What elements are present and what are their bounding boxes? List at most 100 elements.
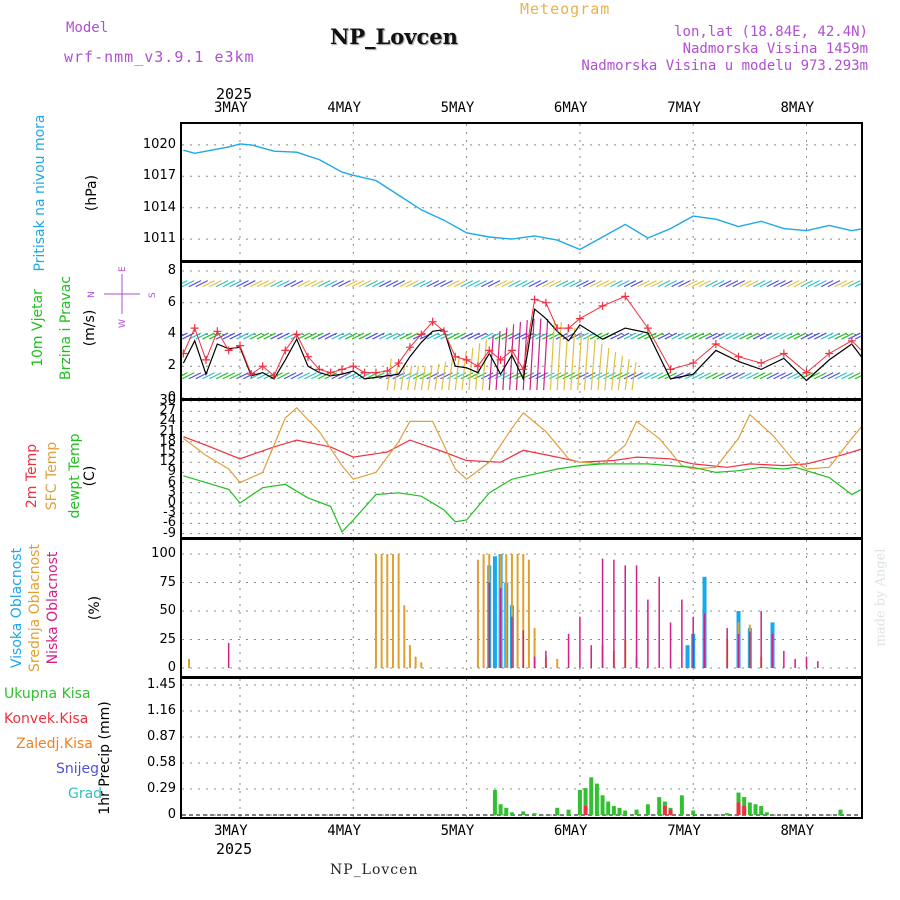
direction-south: S	[148, 292, 158, 298]
y-tick-label: 21	[159, 423, 176, 439]
cloud-low-bar	[647, 599, 649, 668]
cloud-mid-bar	[391, 554, 394, 668]
cloud-low-bar	[658, 576, 660, 668]
wind-arrow	[664, 372, 678, 380]
wind-arrow	[501, 332, 514, 340]
cloud-low-bar	[624, 565, 626, 668]
wind-gust-marker	[564, 324, 573, 333]
y-tick-label: 1014	[142, 199, 176, 215]
wind-arrow	[759, 332, 773, 340]
wind-arrow	[718, 372, 732, 380]
wind-gust-marker	[485, 346, 494, 355]
wind-arrow	[800, 332, 814, 340]
wind-panel	[175, 261, 900, 400]
wind-arrow	[243, 332, 256, 340]
wind-arrow	[705, 332, 718, 340]
wind-gust-marker	[394, 359, 403, 368]
wind-arrow	[460, 372, 474, 380]
y-tick-label: 12	[159, 454, 176, 470]
wind-arrow	[582, 280, 596, 288]
wind-gust-marker	[541, 298, 550, 307]
wind-arrow	[474, 332, 487, 340]
wind-arrow	[386, 358, 392, 391]
wind-arrow	[644, 332, 657, 340]
y-tick-label: 1020	[142, 136, 176, 152]
wind-arrow	[393, 361, 399, 391]
y-tick-label: 15	[159, 444, 176, 459]
cloud-low-bar	[805, 656, 808, 668]
cloud-mid-bar	[527, 559, 530, 668]
cloud-low-bar	[703, 613, 706, 668]
wind-arrow	[243, 280, 256, 288]
precip-total-bar	[606, 801, 611, 815]
y-tick-label: 30	[159, 393, 176, 408]
cloud-mid-bar	[374, 554, 377, 668]
wind-arrow	[596, 280, 610, 288]
altitude-label: Nadmorska Visina 1459m	[682, 41, 868, 57]
wind-arrow	[630, 280, 644, 288]
wind-gust-marker	[315, 365, 324, 374]
wind-arrow	[644, 372, 657, 380]
wind-arrow	[630, 332, 644, 340]
y-tick-label: 2	[167, 358, 176, 374]
wind-arrow	[440, 280, 453, 288]
wind-arrow	[495, 331, 501, 391]
wind-arrow	[583, 335, 590, 391]
wind-arrow	[569, 280, 582, 288]
cloud-low-bar	[635, 565, 638, 668]
wind-arrow	[270, 280, 283, 288]
cloud-chart	[182, 540, 899, 676]
precip-total-bar	[725, 813, 730, 815]
wind-arrow	[616, 332, 630, 340]
wind-arrow	[372, 332, 385, 340]
wind-arrow	[793, 280, 807, 288]
pressure-chart	[182, 124, 900, 260]
wind-arrow	[732, 280, 746, 288]
cloud-mid-bar	[397, 554, 400, 668]
wind-arrow	[684, 332, 698, 340]
cloud-low-bar	[794, 658, 796, 668]
temperature-chart	[182, 400, 900, 537]
wind-arrow	[433, 280, 446, 288]
precip-total-bar	[753, 804, 758, 815]
precip-total-bar	[521, 811, 526, 815]
wind-arrow	[385, 332, 399, 340]
wind-arrow	[494, 280, 508, 288]
wind-arrow	[759, 372, 773, 380]
wind-arrow	[202, 280, 215, 288]
wind-arrow	[718, 332, 732, 340]
wind-arrow	[739, 372, 752, 380]
wind-arrow	[603, 280, 616, 288]
wind-arrow	[290, 372, 304, 380]
cloud-low-bar	[760, 611, 762, 668]
wind-arrow	[365, 332, 378, 340]
wind-arrow	[780, 372, 793, 380]
y-tick-label: 6	[167, 474, 176, 490]
cloud-mid-bar	[476, 559, 479, 668]
wind-arrow	[732, 332, 746, 340]
wind-arrow	[848, 372, 861, 380]
wind-arrow	[576, 280, 589, 288]
wind-arrow	[773, 280, 786, 288]
wind-gust-line	[182, 295, 900, 383]
wind-gust-marker	[349, 362, 358, 371]
wind-arrow	[229, 332, 243, 340]
pressure-panel	[180, 122, 900, 262]
y-tick-label: 3	[167, 484, 176, 500]
cloud-high-bar	[685, 645, 690, 668]
wind-arrow	[297, 280, 310, 288]
wind-arrow	[188, 332, 202, 340]
precip-total-bar	[532, 813, 537, 815]
wind-arrow	[277, 332, 290, 340]
wind-gust-marker	[337, 365, 346, 374]
cloud-mid-bar	[414, 656, 417, 668]
cloud-low-bar	[601, 558, 604, 668]
wind-arrow	[324, 280, 338, 288]
cloud-low-bar	[499, 588, 502, 668]
wind-arrow	[529, 318, 535, 391]
wind-arrow	[684, 280, 698, 288]
wind-gust-marker	[326, 368, 335, 377]
y-tick-label: 0	[167, 390, 176, 405]
wind-arrow	[604, 347, 610, 391]
wind-arrow	[358, 280, 372, 288]
